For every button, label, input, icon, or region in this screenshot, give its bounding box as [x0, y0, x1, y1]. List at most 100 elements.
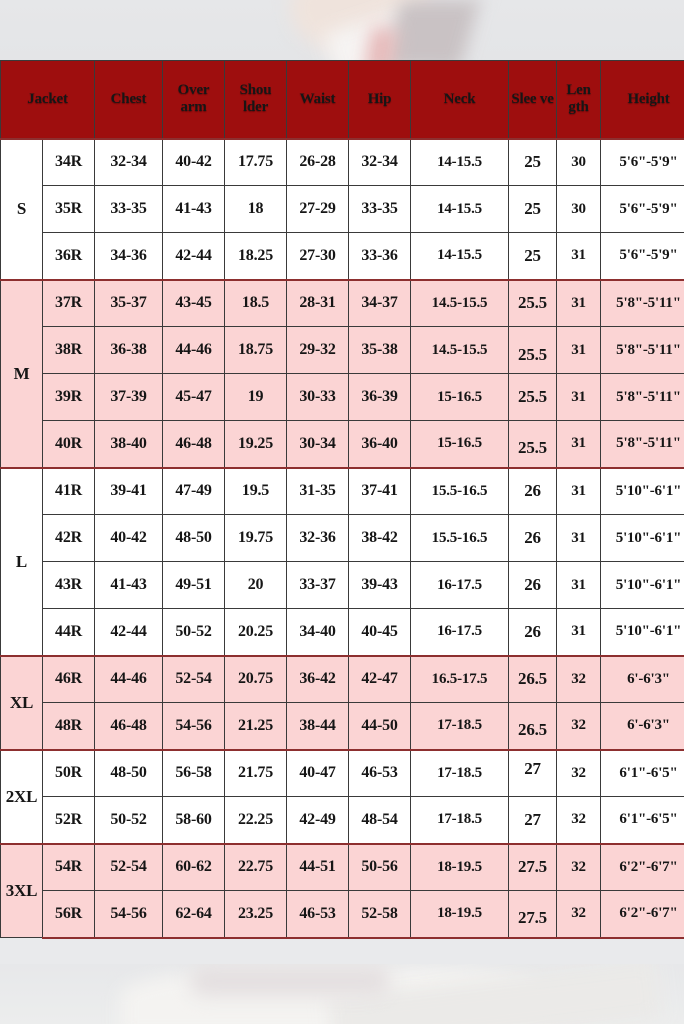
- cell-overarm: 49-51: [162, 561, 226, 609]
- cell-overarm: 62-64: [162, 890, 226, 939]
- cell-jacket: 56R: [41, 890, 96, 939]
- cell-length: 32: [556, 842, 602, 891]
- cell-length: 32: [556, 654, 602, 703]
- photo-buttons-blur: [190, 966, 390, 996]
- cell-shoulder: 21.75: [224, 748, 288, 797]
- cell-shoulder: 19: [224, 373, 288, 421]
- cell-chest: 32-34: [94, 137, 164, 186]
- cell-waist: 30-33: [286, 373, 350, 421]
- cell-overarm: 58-60: [162, 796, 226, 845]
- cell-waist: 29-32: [286, 326, 350, 374]
- cell-shoulder: 22.75: [224, 842, 288, 891]
- size-group-label-3xl: 3XL: [0, 842, 43, 938]
- cell-overarm: 47-49: [162, 466, 226, 515]
- cell-length: 32: [556, 796, 602, 845]
- cell-hip: 33-36: [348, 232, 412, 281]
- cell-length: 31: [556, 232, 602, 281]
- cell-chest: 41-43: [94, 561, 164, 609]
- cell-height: 5'10"-6'1": [600, 608, 684, 657]
- cell-neck: 14-15.5: [410, 232, 510, 281]
- column-header-jacket: Jacket: [0, 60, 96, 139]
- cell-height: 6'1"-6'5": [600, 748, 684, 797]
- cell-neck: 18-19.5: [410, 890, 510, 939]
- table-row: 44R 42-44 50-52 20.25 34-40 40-45 16-17.5 26 31 5…: [1, 608, 684, 657]
- cell-jacket: 48R: [41, 702, 96, 751]
- table-row: 3XL 54R 52-54 60-62 22.75 44-51 50-56 18-19.5 27…: [0, 842, 684, 938]
- cell-neck: 17-18.5: [410, 748, 510, 797]
- cell-sleeve: 25: [508, 232, 558, 281]
- cell-height: 6'2"-6'7": [600, 842, 684, 891]
- cell-sleeve: 27.5: [508, 890, 558, 939]
- cell-waist: 42-49: [286, 796, 350, 845]
- cell-height: 5'8"-5'11": [600, 420, 684, 469]
- cell-neck: 14.5-15.5: [410, 278, 510, 327]
- table-row: 2XL 50R 48-50 56-58 21.75 40-47 46-53 17-18.5 27…: [0, 748, 684, 844]
- cell-jacket: 46R: [41, 654, 96, 703]
- cell-chest: 38-40: [94, 420, 164, 469]
- cell-jacket: 54R: [41, 842, 96, 891]
- cell-hip: 35-38: [348, 326, 412, 374]
- cell-hip: 36-39: [348, 373, 412, 421]
- cell-neck: 14-15.5: [410, 137, 510, 186]
- cell-height: 5'8"-5'11": [600, 278, 684, 327]
- cell-hip: 39-43: [348, 561, 412, 609]
- cell-length: 31: [556, 608, 602, 657]
- cell-length: 31: [556, 373, 602, 421]
- cell-sleeve: 26: [508, 561, 558, 609]
- table-row: 48R 46-48 54-56 21.25 38-44 44-50 17-18.5 26.5 3…: [1, 702, 684, 751]
- cell-waist: 28-31: [286, 278, 350, 327]
- cell-neck: 16-17.5: [410, 561, 510, 609]
- cell-waist: 30-34: [286, 420, 350, 469]
- size-group-label-s: S: [0, 137, 43, 280]
- cell-length: 31: [556, 278, 602, 327]
- cell-length: 32: [556, 890, 602, 939]
- cell-jacket: 42R: [41, 514, 96, 562]
- cell-jacket: 37R: [41, 278, 96, 327]
- cell-chest: 46-48: [94, 702, 164, 751]
- cell-waist: 36-42: [286, 654, 350, 703]
- cell-neck: 15-16.5: [410, 420, 510, 469]
- cell-overarm: 56-58: [162, 748, 226, 797]
- cell-sleeve: 25.5: [508, 326, 558, 374]
- table-row: 36R 34-36 42-44 18.25 27-30 33-36 14-15.5 25 31 5…: [1, 232, 684, 281]
- cell-chest: 37-39: [94, 373, 164, 421]
- cell-neck: 15.5-16.5: [410, 514, 510, 562]
- column-header-shoulder: Shou lder: [224, 60, 288, 139]
- cell-overarm: 42-44: [162, 232, 226, 281]
- cell-length: 31: [556, 326, 602, 374]
- cell-chest: 50-52: [94, 796, 164, 845]
- cell-length: 31: [556, 466, 602, 515]
- cell-length: 30: [556, 185, 602, 233]
- cell-waist: 34-40: [286, 608, 350, 657]
- cell-sleeve: 27: [508, 748, 558, 797]
- column-header-height: Height: [600, 60, 684, 139]
- cell-shoulder: 18.25: [224, 232, 288, 281]
- table-row: XL 46R 44-46 52-54 20.75 36-42 42-47 16.5-17.5 2…: [0, 654, 684, 750]
- cell-hip: 32-34: [348, 137, 412, 186]
- size-group-label-m: M: [0, 278, 43, 468]
- cell-hip: 48-54: [348, 796, 412, 845]
- cell-overarm: 60-62: [162, 842, 226, 891]
- size-group-label-xl: XL: [0, 654, 43, 750]
- cell-shoulder: 19.25: [224, 420, 288, 469]
- cell-overarm: 44-46: [162, 326, 226, 374]
- cell-height: 6'-6'3": [600, 702, 684, 751]
- cell-shoulder: 20: [224, 561, 288, 609]
- cell-sleeve: 25.5: [508, 278, 558, 327]
- suit-size-chart-table: Jacket Chest Over arm Shou lder Waist Hip Neck…: [0, 60, 684, 939]
- cell-length: 31: [556, 420, 602, 469]
- cell-jacket: 34R: [41, 137, 96, 186]
- table-row: M 37R 35-37 43-45 18.5 28-31 34-37 14.5-15.5 25.…: [0, 278, 684, 468]
- cell-waist: 31-35: [286, 466, 350, 515]
- cell-chest: 52-54: [94, 842, 164, 891]
- cell-sleeve: 25: [508, 185, 558, 233]
- cell-shoulder: 18: [224, 185, 288, 233]
- column-header-chest: Chest: [94, 60, 164, 139]
- cell-chest: 48-50: [94, 748, 164, 797]
- cell-jacket: 38R: [41, 326, 96, 374]
- cell-height: 5'6"-5'9": [600, 185, 684, 233]
- cell-hip: 42-47: [348, 654, 412, 703]
- cell-height: 5'6"-5'9": [600, 137, 684, 186]
- cell-jacket: 43R: [41, 561, 96, 609]
- table-row: 40R 38-40 46-48 19.25 30-34 36-40 15-16.5 25.5 3…: [1, 420, 684, 469]
